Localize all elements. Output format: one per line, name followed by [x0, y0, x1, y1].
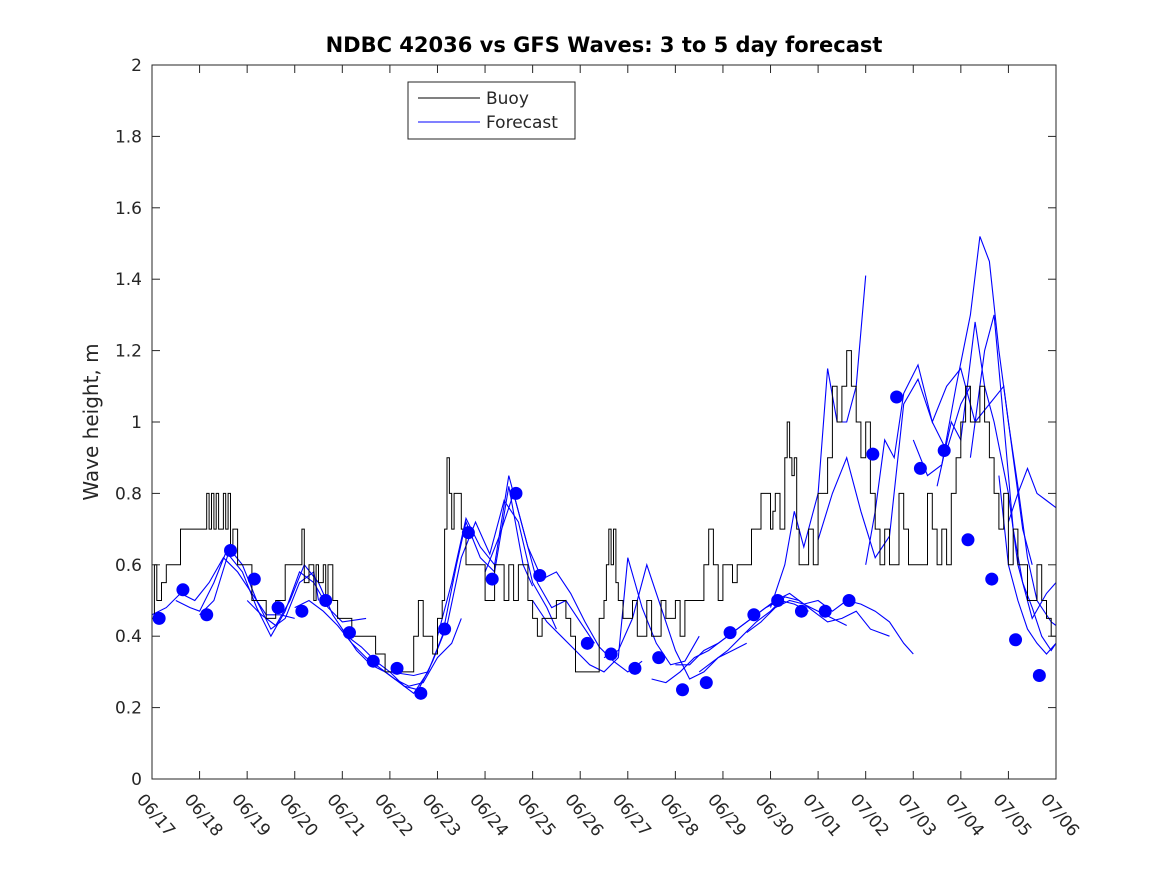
- legend-label-forecast: Forecast: [486, 113, 558, 133]
- plot-markers: [152, 390, 1046, 700]
- forecast-marker: [461, 526, 475, 540]
- plot-area: [152, 65, 1056, 779]
- forecast-marker: [152, 611, 166, 625]
- forecast-marker: [913, 461, 927, 475]
- forecast-series-line: [1007, 466, 1057, 523]
- forecast-series-line: [294, 599, 462, 687]
- forecast-marker: [866, 447, 880, 461]
- forecast-marker: [485, 572, 499, 586]
- forecast-marker: [1009, 633, 1023, 647]
- forecast-marker: [580, 636, 594, 650]
- forecast-marker: [818, 604, 832, 618]
- forecast-marker: [224, 544, 238, 558]
- forecast-marker: [390, 661, 404, 675]
- y-tick-label: 0.6: [115, 556, 142, 576]
- forecast-marker: [676, 683, 690, 697]
- y-tick-label: 0.8: [115, 484, 142, 504]
- forecast-marker: [533, 569, 547, 583]
- forecast-marker: [271, 601, 285, 615]
- forecast-marker: [771, 594, 785, 607]
- forecast-marker: [652, 651, 666, 665]
- forecast-marker: [319, 594, 333, 607]
- forecast-series-line: [936, 321, 1057, 620]
- y-tick-label: 1.4: [115, 270, 142, 290]
- forecast-marker: [961, 533, 975, 547]
- forecast-marker: [890, 390, 904, 404]
- forecast-marker: [247, 572, 261, 586]
- forecast-series-line: [603, 562, 747, 680]
- legend-box: [407, 81, 576, 140]
- forecast-marker: [604, 647, 618, 661]
- forecast-marker: [747, 608, 761, 622]
- buoy-series-line: [152, 350, 1057, 673]
- y-tick-label: 1: [131, 413, 142, 433]
- y-tick-label: 1.2: [115, 342, 142, 362]
- forecast-marker: [699, 676, 713, 690]
- forecast-marker: [985, 572, 999, 586]
- chart-title: NDBC 42036 vs GFS Waves: 3 to 5 day fore…: [326, 33, 883, 57]
- forecast-series-line: [698, 596, 890, 673]
- forecast-series-line: [746, 599, 914, 655]
- forecast-series-line: [532, 557, 700, 673]
- forecast-marker: [200, 608, 214, 622]
- forecast-marker: [414, 686, 428, 700]
- y-axis-label: Wave height, m: [79, 343, 103, 500]
- y-tick-label: 1.6: [115, 199, 142, 219]
- y-tick-label: 1.8: [115, 127, 142, 147]
- forecast-marker: [509, 486, 523, 500]
- y-tick-label: 2: [131, 56, 142, 76]
- y-axis-ticks: 0 0.2 0.4 0.6 0.8 1 1.2 1.4 1.6 1.8 2: [115, 56, 1056, 790]
- forecast-marker: [366, 654, 380, 668]
- legend-label-buoy: Buoy: [486, 89, 529, 109]
- legend: Buoy Forecast: [407, 81, 576, 140]
- y-tick-label: 0.4: [115, 627, 142, 647]
- forecast-marker: [295, 604, 309, 618]
- y-tick-label: 0.2: [115, 699, 142, 719]
- forecast-marker: [1032, 668, 1046, 682]
- forecast-marker: [628, 661, 642, 675]
- forecast-marker: [723, 626, 737, 640]
- forecast-series-line: [817, 377, 971, 559]
- forecast-marker: [842, 594, 856, 607]
- y-tick-label: 0: [131, 770, 142, 790]
- forecast-marker: [794, 604, 808, 618]
- forecast-series-line: [769, 275, 867, 608]
- forecast-marker: [342, 626, 356, 640]
- forecast-marker: [438, 622, 452, 636]
- forecast-series-line: [675, 592, 847, 666]
- forecast-series-line: [484, 491, 643, 673]
- forecast-marker: [937, 444, 951, 458]
- forecast-marker: [176, 583, 190, 597]
